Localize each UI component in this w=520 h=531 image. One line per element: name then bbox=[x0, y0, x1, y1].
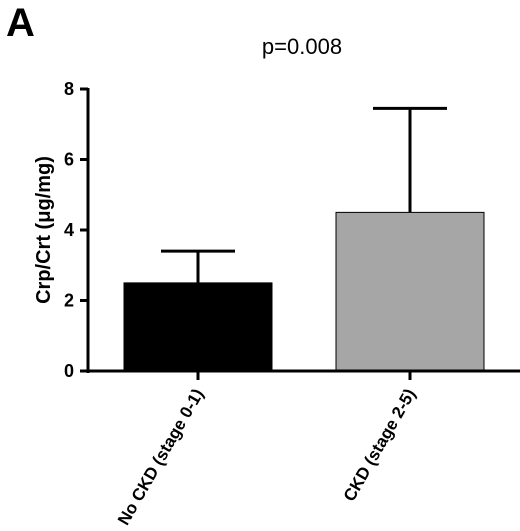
x-category-label-2: CKD (stage 2-5) bbox=[340, 386, 420, 505]
bar-2 bbox=[335, 211, 485, 372]
y-tick-label-6: 6 bbox=[64, 150, 74, 170]
y-tick-label-0: 0 bbox=[64, 361, 74, 381]
panel-letter: A bbox=[6, 1, 35, 45]
x-category-label-1: No CKD (stage 0-1) bbox=[114, 386, 207, 529]
y-tick-label-4: 4 bbox=[64, 220, 74, 240]
y-tick-label-2: 2 bbox=[64, 291, 74, 311]
y-axis-title: Crp/Crt (μg/mg) bbox=[33, 156, 55, 304]
y-tick-label-8: 8 bbox=[64, 79, 74, 99]
plot-area: 0 2 4 6 8 No CKD (stage 0-1) CKD (stage 2-5) bbox=[64, 79, 520, 528]
p-value-annotation: p=0.008 bbox=[262, 34, 342, 59]
bar-1 bbox=[123, 282, 273, 372]
